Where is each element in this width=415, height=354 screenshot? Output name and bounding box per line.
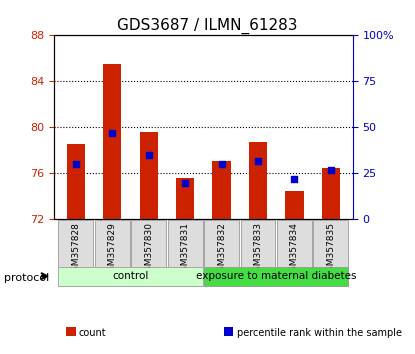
FancyBboxPatch shape	[277, 220, 312, 267]
Point	[291, 176, 298, 182]
Text: GSM357831: GSM357831	[181, 222, 190, 277]
Bar	[286, 191, 303, 219]
Point	[109, 130, 115, 136]
Text: GSM357835: GSM357835	[326, 222, 335, 277]
Bar	[67, 144, 85, 219]
FancyBboxPatch shape	[59, 220, 93, 267]
Bar	[249, 142, 267, 219]
Bar	[322, 168, 340, 219]
Point	[255, 158, 261, 164]
Text: exposure to maternal diabetes: exposure to maternal diabetes	[196, 271, 356, 281]
Text: control: control	[112, 271, 149, 281]
Text: GSM357830: GSM357830	[144, 222, 153, 277]
Text: GSM357832: GSM357832	[217, 222, 226, 277]
Point	[182, 180, 188, 185]
Text: count: count	[79, 328, 107, 338]
FancyBboxPatch shape	[168, 220, 203, 267]
Point	[145, 152, 152, 158]
Text: GSM357834: GSM357834	[290, 222, 299, 277]
FancyBboxPatch shape	[204, 267, 348, 286]
Bar	[212, 161, 231, 219]
Point	[73, 161, 79, 167]
Text: GDS3687 / ILMN_61283: GDS3687 / ILMN_61283	[117, 18, 298, 34]
Bar	[139, 132, 158, 219]
Text: percentile rank within the sample: percentile rank within the sample	[237, 328, 402, 338]
Text: protocol: protocol	[4, 273, 49, 283]
FancyBboxPatch shape	[313, 220, 348, 267]
FancyBboxPatch shape	[131, 220, 166, 267]
FancyBboxPatch shape	[204, 220, 239, 267]
FancyBboxPatch shape	[95, 220, 130, 267]
Point	[327, 167, 334, 173]
FancyBboxPatch shape	[59, 267, 203, 286]
Text: GSM357833: GSM357833	[254, 222, 263, 277]
Point	[218, 161, 225, 167]
FancyBboxPatch shape	[241, 220, 276, 267]
Text: GSM357828: GSM357828	[71, 222, 81, 277]
Bar	[103, 64, 121, 219]
Bar	[176, 178, 194, 219]
Text: GSM357829: GSM357829	[108, 222, 117, 277]
